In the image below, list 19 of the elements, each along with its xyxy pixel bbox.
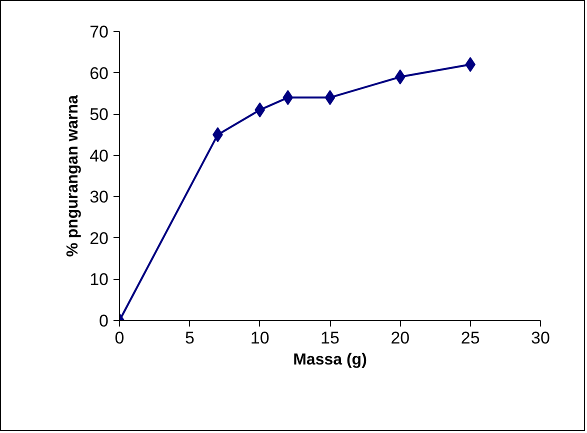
point [282, 90, 294, 106]
y-tick-label: 10 [90, 270, 109, 290]
y-tick-label: 40 [90, 146, 109, 166]
y-tick-label: 70 [90, 22, 109, 42]
x-tick-label: 15 [320, 328, 340, 348]
y-tick-label: 60 [90, 64, 109, 83]
y-tick-label: 30 [90, 188, 109, 207]
y-tick-label: 20 [90, 228, 109, 248]
x-tick-label: 30 [531, 328, 550, 348]
x-tick-label: 10 [250, 328, 270, 348]
y-axis-title: % pngurangan warna [64, 95, 82, 257]
x-tick-label: 0 [114, 328, 124, 348]
point [324, 90, 336, 106]
x-axis-title: Massa (g) [293, 352, 367, 368]
x-tick-label: 5 [184, 328, 194, 348]
y-tick-label: 50 [90, 105, 109, 124]
y-tick-label: 0 [99, 312, 109, 330]
x-tick-label: 25 [460, 328, 480, 348]
x-tick-label: 20 [390, 328, 410, 348]
